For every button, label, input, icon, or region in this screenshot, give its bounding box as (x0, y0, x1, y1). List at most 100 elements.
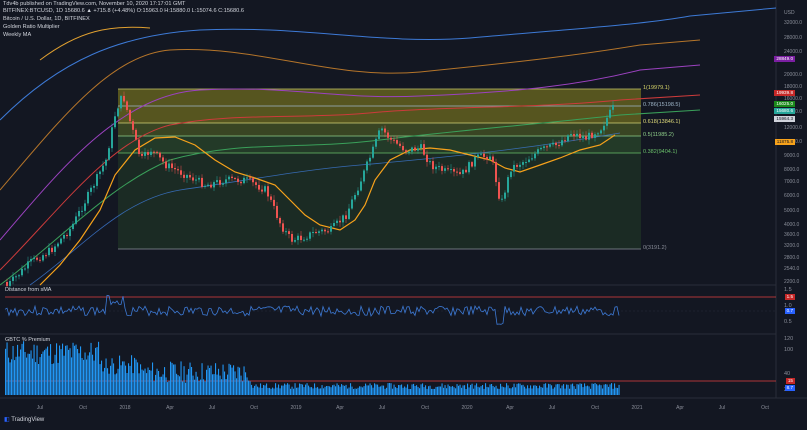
gbtc-bar (89, 352, 91, 395)
gbtc-bar (473, 388, 475, 395)
tradingview-logo[interactable]: ◧ TradingView (4, 417, 45, 423)
candle-body (258, 184, 260, 190)
gbtc-bar (65, 345, 67, 395)
gbtc-bar (600, 385, 602, 395)
gbtc-bar (590, 388, 592, 395)
indicator-weekly-ma[interactable]: Weekly MA (3, 32, 32, 38)
price-axis-label: 8000.0 (784, 167, 800, 173)
gbtc-bar (168, 380, 170, 395)
price-axis-label: 24000.0 (784, 49, 802, 55)
gbtc-bar (380, 386, 382, 395)
gbtc-bar (93, 360, 95, 395)
gbtc-bar (90, 342, 92, 395)
gbtc-bar (485, 383, 487, 395)
gbtc-bar (275, 383, 277, 395)
candle-body (474, 156, 476, 167)
candle-body (288, 231, 290, 234)
gbtc-bar (269, 387, 271, 395)
gbtc-bar (500, 383, 502, 395)
candle-body (489, 156, 491, 160)
candle-body (324, 229, 326, 232)
gbtc-bar (71, 357, 73, 395)
candle-body (411, 147, 413, 152)
gbtc-bar (195, 371, 197, 395)
candle-body (282, 223, 284, 232)
candle-body (120, 95, 122, 109)
candle-body (342, 215, 344, 223)
gbtc-bar (534, 385, 536, 395)
gbtc-bar (518, 383, 520, 395)
gbtc-bar (524, 386, 526, 395)
gbtc-bar (179, 376, 181, 395)
multiplier-curve-blue-inner (29, 132, 621, 286)
gbtc-bar (606, 384, 608, 395)
gbtc-bar (312, 388, 314, 395)
gbtc-bar (492, 386, 494, 395)
candle-body (513, 164, 515, 172)
gbtc-bar (497, 388, 499, 395)
gbtc-bar (119, 355, 121, 395)
gbtc-bar (569, 388, 571, 395)
gbtc-bar (536, 385, 538, 395)
candle-body (186, 175, 188, 178)
candle-body (60, 238, 62, 244)
gbtc-bar (525, 388, 527, 395)
distance-pane-title[interactable]: Distance from sMA (5, 287, 52, 293)
candle-body (573, 134, 575, 137)
gbtc-bar (551, 385, 553, 395)
gbtc-bar (315, 387, 317, 395)
gbtc-bar (33, 344, 35, 395)
candle-body (213, 182, 215, 188)
gbtc-bar (363, 386, 365, 395)
candle-body (468, 162, 470, 173)
candle-body (180, 170, 182, 175)
candle-body (588, 132, 590, 140)
gbtc-bar (456, 384, 458, 395)
gbtc-bar (576, 384, 578, 395)
candle-body (261, 189, 263, 192)
candle-body (333, 223, 335, 227)
candle-body (540, 147, 542, 150)
candle-body (249, 177, 251, 179)
gbtc-bar (357, 387, 359, 395)
candle-body (315, 231, 317, 233)
gbtc-bar (72, 342, 74, 395)
logo-icon: ◧ (4, 417, 12, 423)
candle-body (576, 133, 578, 137)
candle-body (255, 182, 257, 185)
gbtc-bar (483, 388, 485, 395)
candle-body (66, 234, 68, 237)
gbtc-bar (287, 383, 289, 395)
time-axis-label: Oct (421, 405, 429, 411)
price-tag-purple: 28849.0 (774, 56, 795, 62)
gbtc-pane-title[interactable]: GBTC % Premium (5, 337, 51, 343)
gbtc-bar (300, 384, 302, 395)
gbtc-bar (210, 365, 212, 395)
candle-body (417, 148, 419, 151)
gbtc-bar (60, 349, 62, 395)
gbtc-bar (581, 383, 583, 395)
gbtc-bar (140, 364, 142, 395)
gbtc-bar (350, 383, 352, 395)
multiplier-curve-tan (0, 39, 701, 191)
gbtc-bar (611, 383, 613, 395)
gbtc-bar (489, 384, 491, 395)
gbtc-bar (147, 367, 149, 395)
gbtc-bar (237, 366, 239, 395)
candle-body (48, 247, 50, 256)
gbtc-bar (375, 384, 377, 395)
gbtc-bar (345, 384, 347, 395)
candle-body (345, 215, 347, 219)
candle-body (402, 145, 404, 151)
candle-body (534, 153, 536, 159)
candle-body (597, 133, 599, 135)
gbtc-bar (353, 389, 355, 395)
gbtc-bar (59, 345, 61, 395)
candle-body (165, 161, 167, 169)
indicator-golden-ratio[interactable]: Golden Ratio Multiplier (3, 24, 60, 30)
candle-body (312, 231, 314, 233)
gbtc-bar (428, 386, 430, 395)
gbtc-bar (143, 370, 145, 395)
gbtc-bar (521, 385, 523, 395)
